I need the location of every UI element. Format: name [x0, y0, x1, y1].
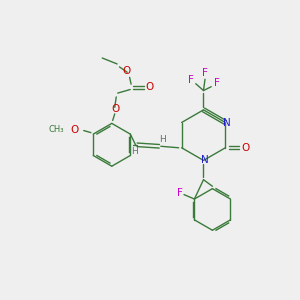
- Text: O: O: [122, 66, 131, 76]
- Text: O: O: [146, 82, 154, 92]
- Text: F: F: [202, 68, 208, 78]
- Text: O: O: [70, 125, 78, 135]
- Text: H: H: [131, 147, 138, 156]
- Text: N: N: [223, 118, 231, 128]
- Text: F: F: [188, 75, 194, 85]
- Text: N: N: [201, 155, 209, 165]
- Text: O: O: [111, 104, 119, 114]
- Text: H: H: [159, 135, 166, 144]
- Text: CH₃: CH₃: [49, 125, 64, 134]
- Text: F: F: [177, 188, 182, 197]
- Text: O: O: [241, 143, 249, 153]
- Text: F: F: [214, 78, 220, 88]
